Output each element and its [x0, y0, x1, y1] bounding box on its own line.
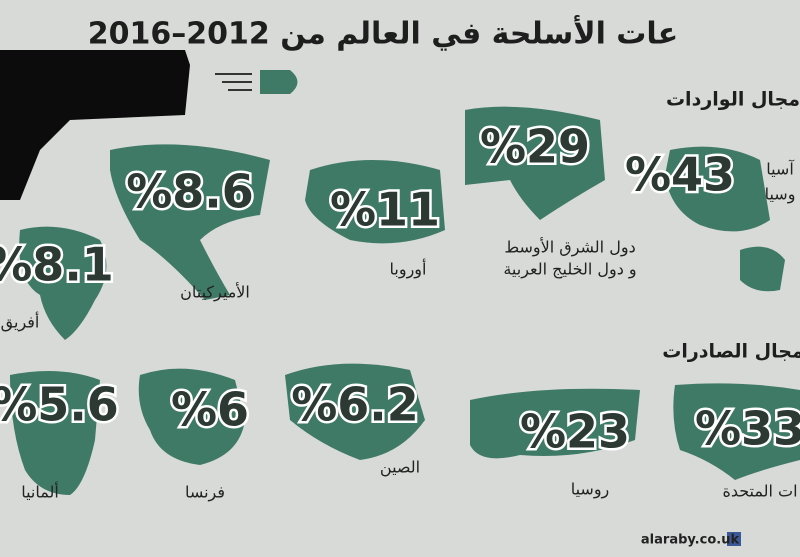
region-label: أوروبا [390, 259, 427, 280]
percent: %29 [480, 120, 590, 174]
percent: %6.2 [291, 378, 419, 432]
percent: %23 [520, 405, 630, 459]
region-label: و دول الخليج العربية [503, 260, 636, 280]
percent: %8.6 [126, 165, 254, 219]
region-label: آسيا [766, 160, 795, 179]
maps [10, 106, 800, 495]
gun-icon [0, 50, 190, 200]
region-label: فرنسا [185, 483, 225, 503]
section-heading: مجال الواردات [666, 89, 800, 111]
speed-lines [215, 73, 252, 91]
region-label: دول الشرق الأوسط [504, 237, 635, 258]
percent: %6 [171, 383, 249, 437]
bullet-icon [260, 70, 298, 94]
region-label: الصين [380, 458, 420, 478]
title: عات الأسلحة في العالم من 2012–2016 [88, 15, 678, 52]
percent: %11 [330, 183, 440, 237]
region-label: الأميركيتان [180, 282, 250, 303]
region-label: روسيا [571, 480, 610, 500]
percent: %33 [695, 402, 800, 456]
region-label: ات المتحدة [722, 482, 797, 501]
percent: %43 [625, 148, 735, 202]
region-label: ألمانيا [21, 482, 59, 502]
region-label: أفريق [1, 312, 40, 333]
source: alaraby.co.uk [641, 533, 740, 548]
percent: %8.1 [0, 238, 114, 292]
percent: %5.6 [0, 378, 119, 432]
section-heading: مجال الصادرات [662, 341, 800, 363]
facebook-icon [727, 532, 741, 546]
region-label: وسيا [765, 185, 796, 205]
